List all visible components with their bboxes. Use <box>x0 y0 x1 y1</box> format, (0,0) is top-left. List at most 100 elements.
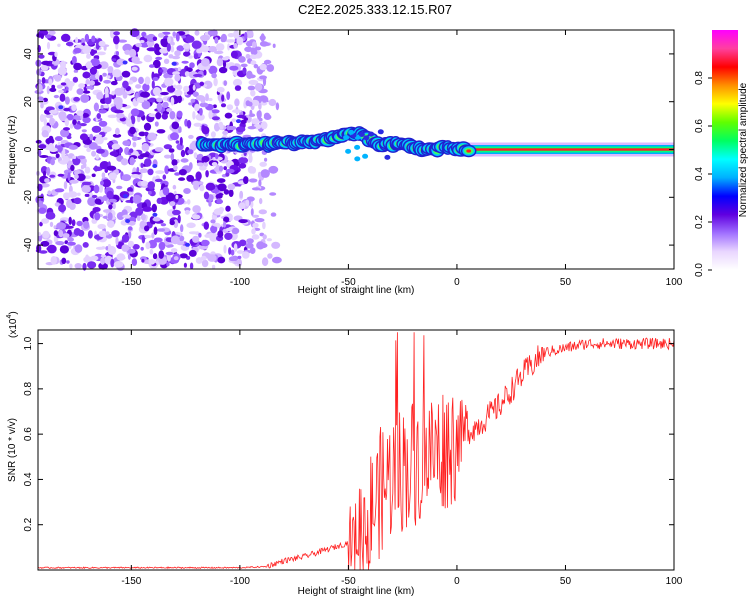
noise-speckle <box>176 143 184 151</box>
noise-speckle <box>58 204 67 213</box>
noise-speckle <box>77 155 86 160</box>
noise-speckle <box>72 155 77 159</box>
colorbar-tick-label: 0.4 <box>694 167 705 181</box>
noise-speckle <box>45 34 52 39</box>
noise-speckle <box>40 102 44 109</box>
noise-speckle <box>155 170 165 175</box>
noise-speckle <box>211 116 220 121</box>
noise-speckle <box>223 221 227 228</box>
noise-speckle <box>97 223 106 230</box>
noise-speckle <box>225 227 233 232</box>
ridge-band-layer <box>467 148 674 151</box>
noise-speckle <box>101 126 112 133</box>
noise-speckle <box>69 179 79 184</box>
noise-speckle <box>186 67 193 73</box>
y-tick-label: 0.2 <box>23 517 34 531</box>
noise-speckle <box>201 259 209 268</box>
noise-speckle <box>95 136 104 145</box>
noise-speckle <box>196 162 204 167</box>
noise-speckle <box>92 207 101 212</box>
noise-speckle <box>55 145 63 153</box>
noise-speckle <box>249 247 256 255</box>
noise-speckle <box>272 256 282 264</box>
noise-speckle <box>208 110 213 120</box>
noise-speckle <box>238 56 246 63</box>
noise-speckle <box>223 244 227 254</box>
noise-speckle <box>248 79 259 85</box>
noise-speckle <box>232 78 243 87</box>
noise-speckle <box>211 162 218 167</box>
noise-speckle <box>100 180 104 186</box>
noise-speckle <box>85 85 94 90</box>
noise-speckle <box>207 30 216 36</box>
noise-speckle <box>245 242 254 249</box>
noise-speckle <box>136 166 140 173</box>
noise-speckle <box>214 122 220 132</box>
noise-speckle <box>173 165 178 171</box>
noise-speckle <box>129 28 140 38</box>
noise-speckle <box>138 76 144 85</box>
noise-speckle <box>121 244 129 252</box>
noise-speckle <box>125 219 131 223</box>
noise-speckle <box>166 253 171 262</box>
noise-speckle <box>144 225 150 232</box>
noise-speckle <box>229 65 239 71</box>
noise-speckle <box>49 117 55 126</box>
noise-speckle <box>247 165 255 174</box>
noise-speckle <box>188 102 193 106</box>
noise-speckle <box>272 43 276 48</box>
noise-speckle <box>171 121 180 130</box>
noise-speckle <box>93 102 99 112</box>
noise-speckle <box>100 104 104 110</box>
noise-speckle <box>159 69 164 73</box>
noise-speckle <box>236 36 244 46</box>
noise-speckle <box>154 178 163 183</box>
x-tick-label: -50 <box>341 277 356 288</box>
noise-speckle <box>220 103 227 108</box>
snr-x-label: Height of straight line (km) <box>298 586 415 597</box>
noise-speckle <box>223 166 227 171</box>
noise-speckle <box>53 225 57 229</box>
ridge-blob <box>466 149 472 153</box>
noise-speckle <box>208 200 212 207</box>
noise-speckle <box>191 214 201 220</box>
noise-speckle <box>172 31 176 37</box>
noise-speckle <box>94 212 101 221</box>
noise-speckle <box>263 59 272 65</box>
noise-speckle <box>42 230 50 239</box>
noise-speckle <box>67 160 73 166</box>
noise-speckle <box>107 220 115 228</box>
noise-speckle <box>258 117 263 122</box>
noise-speckle <box>67 237 74 242</box>
noise-speckle <box>248 178 258 183</box>
noise-speckle <box>131 136 138 141</box>
noise-speckle <box>87 261 97 269</box>
noise-speckle <box>41 77 46 84</box>
noise-speckle <box>113 109 124 114</box>
noise-speckle <box>40 166 48 174</box>
noise-speckle <box>184 209 190 215</box>
noise-speckle <box>145 241 151 250</box>
noise-speckle <box>151 232 155 239</box>
noise-speckle <box>93 184 100 194</box>
spectrogram-y-ticks: -40 -20 0 20 40 <box>23 48 674 252</box>
noise-speckle <box>176 110 183 118</box>
noise-speckle <box>58 229 64 238</box>
noise-speckle <box>167 85 176 93</box>
noise-speckle <box>109 29 115 39</box>
noise-speckle <box>188 55 193 59</box>
noise-speckle <box>39 114 45 123</box>
noise-speckle <box>38 207 47 214</box>
noise-speckle <box>235 126 246 133</box>
noise-speckle <box>127 240 134 248</box>
noise-speckle <box>181 60 189 64</box>
noise-speckle <box>128 220 136 226</box>
noise-speckle <box>242 251 250 259</box>
noise-speckle <box>223 189 230 195</box>
noise-speckle <box>91 194 98 199</box>
noise-speckle <box>125 118 131 127</box>
noise-speckle <box>170 153 175 161</box>
noise-speckle <box>136 96 145 103</box>
noise-speckle <box>111 230 120 238</box>
noise-speckle <box>200 34 210 42</box>
